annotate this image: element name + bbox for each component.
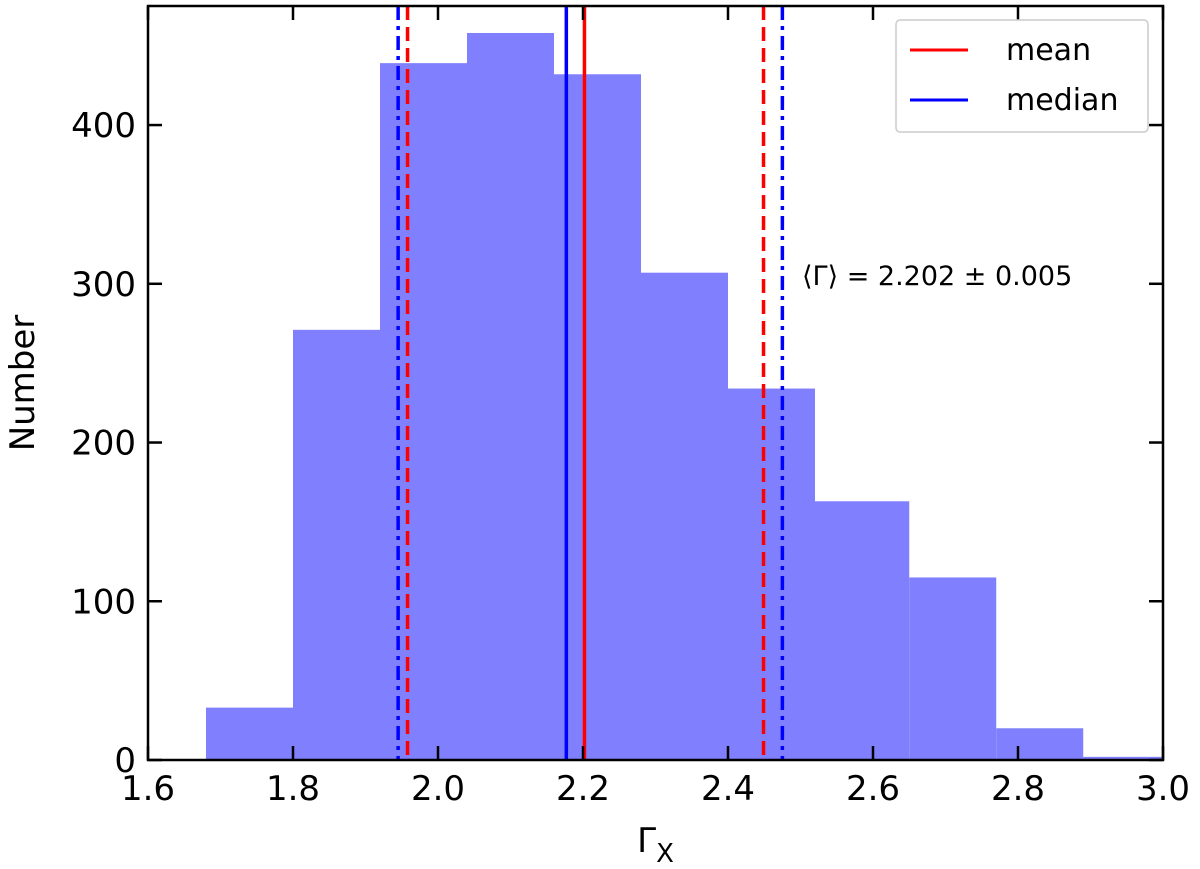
x-tick-label: 2.2	[556, 769, 610, 809]
plot-frame	[146, 4, 1165, 762]
x-tick-label: 1.6	[121, 769, 175, 809]
x-tick-label: 2.4	[701, 769, 755, 809]
histogram-bar	[380, 63, 467, 760]
histogram-bar	[1083, 756, 1163, 760]
y-axis-title: Number	[3, 315, 43, 452]
mean-annotation: ⟨Γ⟩ = 2.202 ± 0.005	[802, 261, 1072, 292]
histogram-bar	[909, 577, 997, 760]
x-tick-label: 2.6	[846, 769, 900, 809]
legend-label-median: median	[1006, 83, 1118, 118]
y-tick-label: 300	[71, 265, 136, 305]
x-axis-title-subscript: X	[656, 839, 674, 869]
histogram-bars	[206, 32, 1163, 761]
x-tick-label: 2.8	[991, 769, 1045, 809]
x-axis-title: ΓX	[637, 821, 674, 869]
legend: mean median	[895, 19, 1149, 133]
x-tick-label: 2.0	[411, 769, 465, 809]
histogram-bar	[641, 272, 728, 760]
statistic-lines	[396, 6, 785, 760]
histogram-bar	[815, 501, 910, 760]
histogram-bar	[206, 707, 293, 760]
histogram-bar	[728, 388, 815, 760]
histogram-bar	[554, 74, 641, 761]
legend-box	[895, 19, 1149, 133]
y-tick-label: 0	[114, 741, 136, 781]
y-tick-label: 100	[71, 582, 136, 622]
x-axis-title-base: Γ	[637, 821, 656, 861]
y-tick-label: 200	[71, 424, 136, 464]
histogram-bar	[293, 329, 380, 760]
y-tick-label: 400	[71, 106, 136, 146]
histogram-bar	[467, 32, 554, 760]
x-tick-label: 1.8	[266, 769, 320, 809]
histogram-bar	[996, 728, 1084, 760]
x-tick-label: 3.0	[1136, 769, 1190, 809]
legend-label-mean: mean	[1006, 33, 1091, 68]
axis-ticks: 1.6 1.8 2.0 2.2 2.4 2.6 2.8 3.0 0 100 200 300 400	[71, 6, 1190, 809]
